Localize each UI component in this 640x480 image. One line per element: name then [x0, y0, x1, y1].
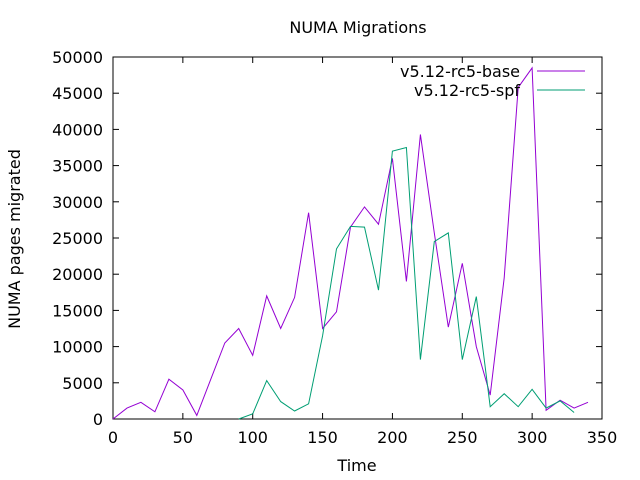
y-tick-label: 35000 [52, 157, 103, 176]
x-axis-label: Time [336, 456, 376, 475]
series-line-v5.12-rc5-base [112, 66, 589, 420]
legend-label: v5.12-rc5-spf [414, 81, 520, 100]
axis-ticks: 0 50 100 150 200 250 300 350 0 5000 10000 15000 2000… [52, 48, 617, 447]
chart-title: NUMA Migrations [289, 18, 426, 37]
x-tick-label: 350 [587, 428, 618, 447]
series-lines [112, 66, 589, 420]
y-tick-label: 5000 [62, 374, 103, 393]
y-tick-label: 30000 [52, 193, 103, 212]
y-tick-label: 50000 [52, 48, 103, 67]
y-tick-label: 45000 [52, 84, 103, 103]
x-tick-label: 50 [173, 428, 193, 447]
y-tick-label: 15000 [52, 301, 103, 320]
legend-label: v5.12-rc5-base [400, 62, 520, 81]
series-line-v5.12-rc5-spf [238, 146, 575, 420]
y-tick-label: 20000 [52, 265, 103, 284]
y-axis-label: NUMA pages migrated [5, 149, 24, 329]
y-tick-label: 0 [93, 410, 103, 429]
y-tick-label: 40000 [52, 120, 103, 139]
y-tick-label: 10000 [52, 338, 103, 357]
x-tick-label: 100 [237, 428, 268, 447]
x-tick-label: 0 [108, 428, 118, 447]
x-tick-label: 150 [307, 428, 338, 447]
x-tick-label: 300 [517, 428, 548, 447]
y-tick-label: 25000 [52, 229, 103, 248]
x-tick-label: 200 [377, 428, 408, 447]
plot-area-frame [112, 56, 603, 420]
x-tick-label: 250 [447, 428, 478, 447]
